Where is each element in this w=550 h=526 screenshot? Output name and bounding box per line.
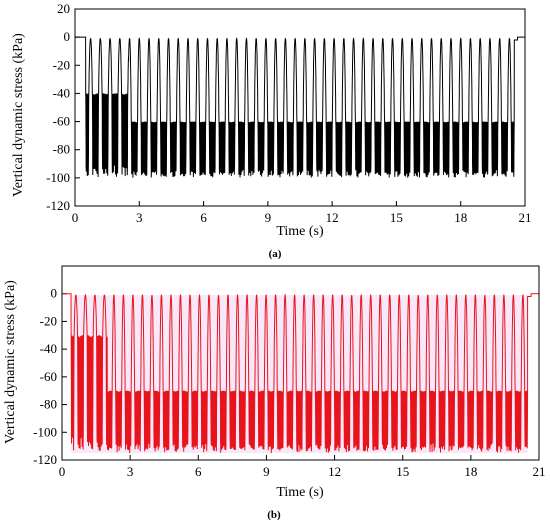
chart-b-ytick-label: -40 xyxy=(40,341,57,356)
chart-b-plot xyxy=(62,293,539,454)
chart-b-xtick-label: 18 xyxy=(464,464,477,479)
chart-a-frame xyxy=(74,8,526,207)
chart-b-ylabel: Vertical dynamic stress (kPa) xyxy=(3,280,18,444)
chart-b-xtick-label: 21 xyxy=(533,464,546,479)
chart-a: Vertical dynamic stress (kPa) 20 0 -20 -40 -… xyxy=(11,1,532,260)
chart-b-ytick-label: -60 xyxy=(40,369,57,384)
chart-b-ytick-label: -120 xyxy=(33,452,57,467)
chart-b-ytick-label: -80 xyxy=(40,397,57,412)
chart-a-plot xyxy=(75,36,525,178)
chart-a-xtick-label: 6 xyxy=(200,210,207,225)
chart-a-xtick-label: 18 xyxy=(454,210,467,225)
chart-a-yticks: 20 0 -20 -40 -60 -80 -100 -120 xyxy=(46,1,80,213)
chart-b-xtick-label: 3 xyxy=(127,464,134,479)
chart-b-ytick-label: 0 xyxy=(51,286,58,301)
chart-a-ytick-label: -80 xyxy=(53,142,70,157)
chart-a-ytick-label: 0 xyxy=(64,29,71,44)
chart-b-xtick-label: 15 xyxy=(396,464,409,479)
chart-a-ytick-label: -40 xyxy=(53,85,70,100)
chart-a-ytick-label: -100 xyxy=(46,170,70,185)
chart-b-xticks: 0 3 6 9 12 15 18 21 xyxy=(59,455,546,479)
chart-b-xtick-label: 6 xyxy=(195,464,202,479)
chart-a-ylabel: Vertical dynamic stress (kPa) xyxy=(11,33,26,197)
chart-a-caption: (a) xyxy=(269,248,282,260)
chart-b-caption: (b) xyxy=(267,509,281,521)
chart-a-ytick-label: -20 xyxy=(53,57,70,72)
chart-a-xtick-label: 15 xyxy=(390,210,403,225)
chart-a-ytick-label: -120 xyxy=(46,198,70,213)
chart-b-xtick-label: 12 xyxy=(328,464,341,479)
chart-a-series-line xyxy=(75,36,525,178)
chart-a-xtick-label: 21 xyxy=(519,210,532,225)
chart-a-xtick-label: 9 xyxy=(265,210,272,225)
chart-a-ytick-label: -60 xyxy=(53,114,70,129)
chart-b-ytick-label: -100 xyxy=(33,424,57,439)
chart-a-xtick-label: 12 xyxy=(326,210,339,225)
chart-b-yticks: 0 -20 -40 -60 -80 -100 -120 xyxy=(33,286,67,467)
chart-a-ytick-label: 20 xyxy=(57,1,70,16)
chart-a-xtick-label: 3 xyxy=(136,210,143,225)
chart-b-frame xyxy=(61,265,540,461)
chart-a-xlabel: Time (s) xyxy=(276,224,324,239)
chart-b-xtick-label: 0 xyxy=(59,464,66,479)
chart-a-xtick-label: 0 xyxy=(72,210,79,225)
chart-b-ytick-label: -20 xyxy=(40,313,57,328)
chart-b-xtick-label: 9 xyxy=(263,464,270,479)
chart-a-xticks: 0 3 6 9 12 15 18 21 xyxy=(72,201,532,225)
chart-b-series-line xyxy=(62,293,539,454)
chart-b: Vertical dynamic stress (kPa) 0 -20 -40 -60… xyxy=(3,265,546,521)
chart-b-xlabel: Time (s) xyxy=(276,485,324,500)
